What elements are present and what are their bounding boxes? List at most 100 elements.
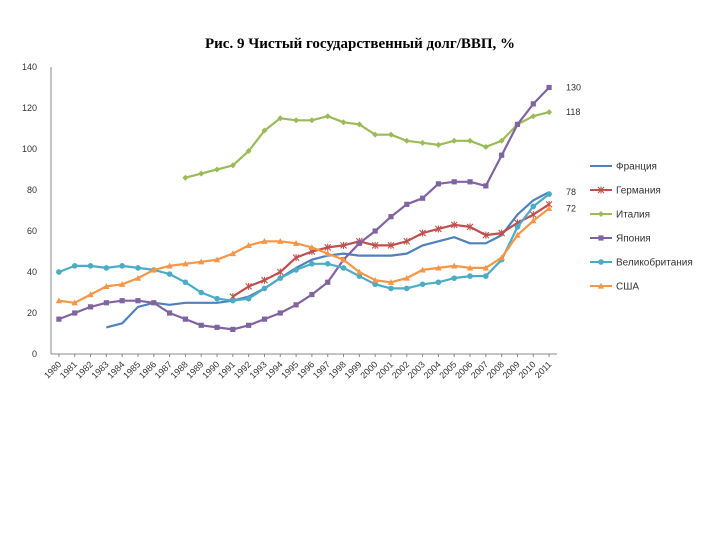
usa-point bbox=[198, 258, 205, 265]
japan-point bbox=[246, 322, 252, 328]
uk-point bbox=[546, 191, 552, 197]
usa-point bbox=[403, 274, 410, 281]
end-labels: 130 118 78 72 bbox=[566, 83, 581, 214]
series-layer bbox=[55, 84, 553, 332]
uk-point bbox=[166, 271, 173, 277]
japan-point bbox=[451, 179, 457, 185]
japan-point bbox=[214, 324, 220, 330]
uk-point bbox=[230, 297, 236, 304]
italy-point bbox=[182, 174, 189, 181]
uk-point bbox=[198, 289, 205, 296]
japan-point bbox=[388, 214, 394, 220]
germany-point bbox=[276, 268, 284, 276]
uk-point bbox=[467, 273, 473, 279]
japan-point bbox=[277, 310, 283, 316]
chart-title: Рис. 9 Чистый государственный долг/ВВП, … bbox=[204, 36, 515, 52]
usa-point bbox=[482, 264, 490, 271]
series-japan bbox=[56, 84, 552, 332]
usa-point bbox=[340, 256, 347, 263]
usa-point bbox=[182, 260, 189, 267]
uk-point bbox=[87, 263, 94, 269]
italy-point bbox=[546, 109, 553, 116]
legend-item-japan: Япония bbox=[590, 234, 651, 245]
usa-point bbox=[292, 240, 300, 246]
japan-point bbox=[499, 152, 505, 158]
uk-point bbox=[135, 265, 141, 271]
y-tick-label: 120 bbox=[22, 103, 37, 113]
italy-point bbox=[372, 131, 379, 138]
series-line-italy bbox=[185, 111, 550, 179]
germany-point bbox=[450, 221, 458, 229]
uk-point bbox=[309, 261, 315, 267]
italy-point bbox=[261, 127, 268, 134]
uk-point bbox=[214, 295, 220, 302]
usa-point bbox=[419, 266, 426, 273]
uk-point bbox=[293, 267, 299, 273]
germany-point bbox=[245, 282, 253, 290]
series-line-uk bbox=[58, 193, 550, 302]
japan-point bbox=[325, 279, 331, 285]
italy-point bbox=[387, 131, 394, 138]
legend: Франция Германия Италия Япония Великобритани… bbox=[590, 162, 693, 293]
germany-point bbox=[261, 276, 268, 284]
japan-point bbox=[56, 316, 62, 322]
germany-point bbox=[482, 231, 490, 239]
uk-point bbox=[435, 279, 442, 286]
uk-point bbox=[340, 265, 347, 271]
y-tick-label: 100 bbox=[22, 144, 37, 154]
usa-point bbox=[87, 291, 94, 298]
usa-point bbox=[229, 250, 237, 257]
uk-point bbox=[119, 263, 125, 269]
y-tick-label: 0 bbox=[32, 349, 37, 359]
germany-point bbox=[387, 241, 395, 249]
usa-point bbox=[245, 242, 252, 248]
germany-point bbox=[292, 254, 300, 262]
y-tick-label: 80 bbox=[27, 185, 37, 195]
legend-item-france: Франция bbox=[590, 162, 657, 173]
series-line-france bbox=[106, 191, 550, 329]
uk-point bbox=[419, 281, 426, 288]
uk-point bbox=[261, 285, 268, 292]
usa-point bbox=[498, 254, 505, 261]
italy-point bbox=[419, 139, 426, 146]
uk-point bbox=[530, 203, 537, 210]
legend-germany-point bbox=[597, 186, 605, 194]
series-france bbox=[106, 191, 550, 329]
uk-point bbox=[451, 275, 458, 281]
uk-point bbox=[103, 265, 110, 271]
italy-point bbox=[324, 113, 331, 120]
end-label: 118 bbox=[566, 107, 580, 117]
italy-point bbox=[308, 117, 315, 124]
japan-point bbox=[182, 316, 189, 322]
legend-label: США bbox=[616, 282, 639, 293]
usa-point bbox=[308, 244, 316, 250]
uk-point bbox=[245, 295, 252, 302]
japan-point bbox=[514, 121, 521, 127]
japan-point bbox=[198, 322, 204, 328]
end-label: 78 bbox=[566, 187, 576, 197]
usa-point bbox=[324, 250, 331, 257]
japan-point bbox=[419, 195, 426, 201]
legend-label: Великобритания bbox=[616, 257, 693, 269]
japan-point bbox=[372, 228, 378, 234]
japan-point bbox=[103, 300, 109, 306]
japan-point bbox=[135, 298, 141, 304]
uk-point bbox=[71, 263, 78, 269]
germany-point bbox=[529, 211, 537, 219]
japan-point bbox=[119, 298, 125, 304]
y-tick-label: 140 bbox=[22, 62, 37, 72]
japan-point bbox=[72, 310, 78, 316]
usa-point bbox=[261, 238, 268, 244]
japan-point bbox=[530, 101, 536, 107]
uk-point bbox=[388, 285, 394, 292]
legend-label: Италия bbox=[616, 210, 650, 221]
italy-point bbox=[356, 121, 363, 128]
japan-point bbox=[435, 181, 442, 187]
japan-point bbox=[467, 179, 473, 185]
legend-label: Япония bbox=[616, 234, 651, 245]
legend-item-italy: Италия bbox=[590, 210, 650, 221]
japan-point bbox=[483, 183, 489, 189]
usa-point bbox=[545, 205, 553, 212]
italy-point bbox=[277, 115, 284, 122]
